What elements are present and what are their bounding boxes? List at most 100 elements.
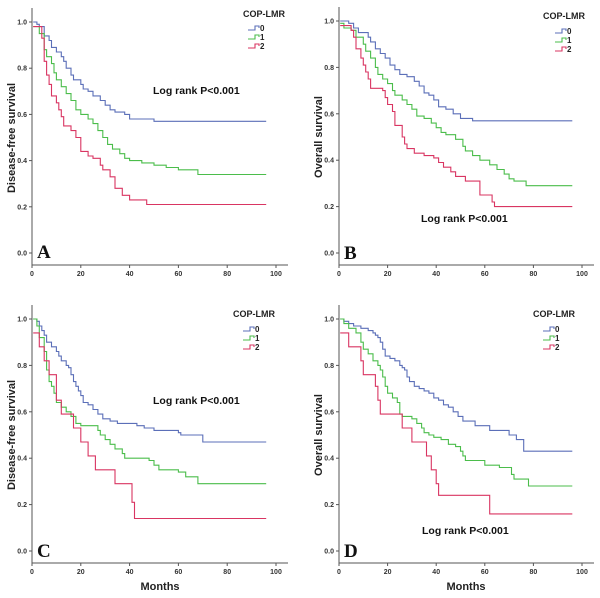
survival-curve-group-0 (33, 21, 267, 122)
y-axis-label: Overall survival (313, 96, 325, 178)
survival-curve-group-1 (33, 26, 267, 176)
survival-curve-group-0 (33, 318, 267, 443)
survival-curve-group-2 (33, 332, 267, 520)
x-tick-label: 100 (576, 271, 588, 278)
legend-label-1: 1 (255, 334, 260, 343)
legend-swatch-2 (555, 46, 567, 52)
legend-title: COP-LMR (233, 309, 275, 319)
x-tick-label: 80 (223, 271, 231, 278)
legend-swatch-1 (543, 335, 555, 341)
y-tick-label: 0.4 (17, 456, 27, 463)
x-tick-label: 20 (77, 569, 85, 576)
x-tick-label: 20 (384, 569, 392, 576)
x-tick-label: 100 (270, 569, 282, 576)
x-tick-label: 0 (337, 271, 341, 278)
legend-label-0: 0 (260, 24, 265, 33)
panel-c: COP-LMR Log rank P<0.001 C Disease-free … (6, 305, 288, 593)
legend-label-1: 1 (555, 334, 560, 343)
survival-curve-group-0 (340, 318, 573, 452)
survival-curve-group-2 (340, 332, 573, 515)
logrank-annotation: Log rank P<0.001 (153, 85, 240, 97)
x-tick-label: 20 (384, 271, 392, 278)
survival-curve-group-2 (340, 25, 573, 208)
panel-letter: B (344, 243, 357, 264)
y-tick-label: 0.2 (324, 502, 334, 509)
logrank-annotation: Log rank P<0.001 (422, 525, 509, 537)
legend-swatch-0 (555, 28, 567, 34)
y-tick-label: 0.6 (17, 409, 27, 416)
x-tick-label: 60 (481, 569, 489, 576)
y-tick-label: 0.8 (324, 363, 334, 370)
legend-label-1: 1 (260, 33, 265, 42)
x-tick-label: 100 (270, 271, 282, 278)
panel-letter: D (344, 541, 358, 562)
x-tick-label: 40 (126, 569, 134, 576)
legend-swatch-0 (243, 326, 255, 332)
x-tick-label: 80 (223, 569, 231, 576)
y-tick-label: 0.8 (17, 363, 27, 370)
y-tick-label: 1.0 (17, 317, 27, 324)
x-tick-label: 60 (481, 271, 489, 278)
x-tick-label: 80 (530, 569, 538, 576)
x-axis-label: Months (140, 581, 179, 593)
y-tick-label: 0.6 (324, 111, 334, 118)
x-axis-label: Months (446, 581, 485, 593)
y-tick-label: 0.0 (17, 549, 27, 556)
y-tick-label: 0.6 (17, 112, 27, 119)
x-tick-label: 80 (530, 271, 538, 278)
legend-swatch-0 (543, 326, 555, 332)
y-tick-label: 1.0 (17, 20, 27, 27)
y-tick-label: 0.4 (17, 158, 27, 165)
y-tick-label: 0.4 (324, 456, 334, 463)
legend-swatch-1 (243, 335, 255, 341)
legend-label-2: 2 (567, 45, 572, 54)
survival-curve-group-0 (340, 20, 573, 122)
survival-curve-group-1 (340, 22, 573, 187)
legend-label-0: 0 (255, 325, 260, 334)
y-tick-label: 1.0 (324, 19, 334, 26)
legend-title: COP-LMR (543, 11, 585, 21)
y-axis-label: Disease-free survival (6, 380, 18, 490)
y-tick-label: 0.2 (324, 204, 334, 211)
y-tick-label: 0.2 (17, 502, 27, 509)
legend-label-2: 2 (555, 343, 560, 352)
x-tick-label: 40 (126, 271, 134, 278)
legend-label-0: 0 (555, 325, 560, 334)
y-tick-label: 0.0 (324, 251, 334, 258)
survival-curve-group-2 (33, 26, 267, 206)
y-tick-label: 0.2 (17, 204, 27, 211)
logrank-annotation: Log rank P<0.001 (153, 395, 240, 407)
y-tick-label: 0.8 (324, 65, 334, 72)
legend-swatch-1 (248, 34, 260, 40)
x-tick-label: 20 (77, 271, 85, 278)
survival-curve-group-1 (340, 318, 573, 487)
x-tick-label: 40 (432, 271, 440, 278)
x-tick-label: 40 (432, 569, 440, 576)
legend-label-0: 0 (567, 27, 572, 36)
legend-swatch-0 (248, 25, 260, 31)
x-tick-label: 0 (30, 569, 34, 576)
logrank-annotation: Log rank P<0.001 (421, 213, 508, 225)
panel-a: COP-LMR Log rank P<0.001 A Disease-free … (6, 8, 288, 278)
legend-label-2: 2 (260, 42, 265, 51)
y-tick-label: 0.8 (17, 66, 27, 73)
x-tick-label: 0 (30, 271, 34, 278)
panel-d: COP-LMR Log rank P<0.001 D Overall survi… (313, 305, 594, 593)
panel-letter: C (37, 541, 51, 562)
legend-title: COP-LMR (243, 9, 285, 19)
y-tick-label: 0.0 (324, 549, 334, 556)
y-tick-label: 0.6 (324, 409, 334, 416)
legend-label-1: 1 (567, 36, 572, 45)
legend-swatch-2 (243, 344, 255, 350)
x-tick-label: 100 (576, 569, 588, 576)
x-tick-label: 0 (337, 569, 341, 576)
x-tick-label: 60 (175, 569, 183, 576)
panel-b: COP-LMR Log rank P<0.001 B Overall survi… (313, 7, 594, 278)
legend-title: COP-LMR (533, 309, 575, 319)
y-tick-label: 1.0 (324, 317, 334, 324)
y-axis-label: Disease-free survival (6, 83, 18, 193)
y-tick-label: 0.4 (324, 158, 334, 165)
legend-label-2: 2 (255, 343, 260, 352)
legend-swatch-2 (248, 43, 260, 49)
